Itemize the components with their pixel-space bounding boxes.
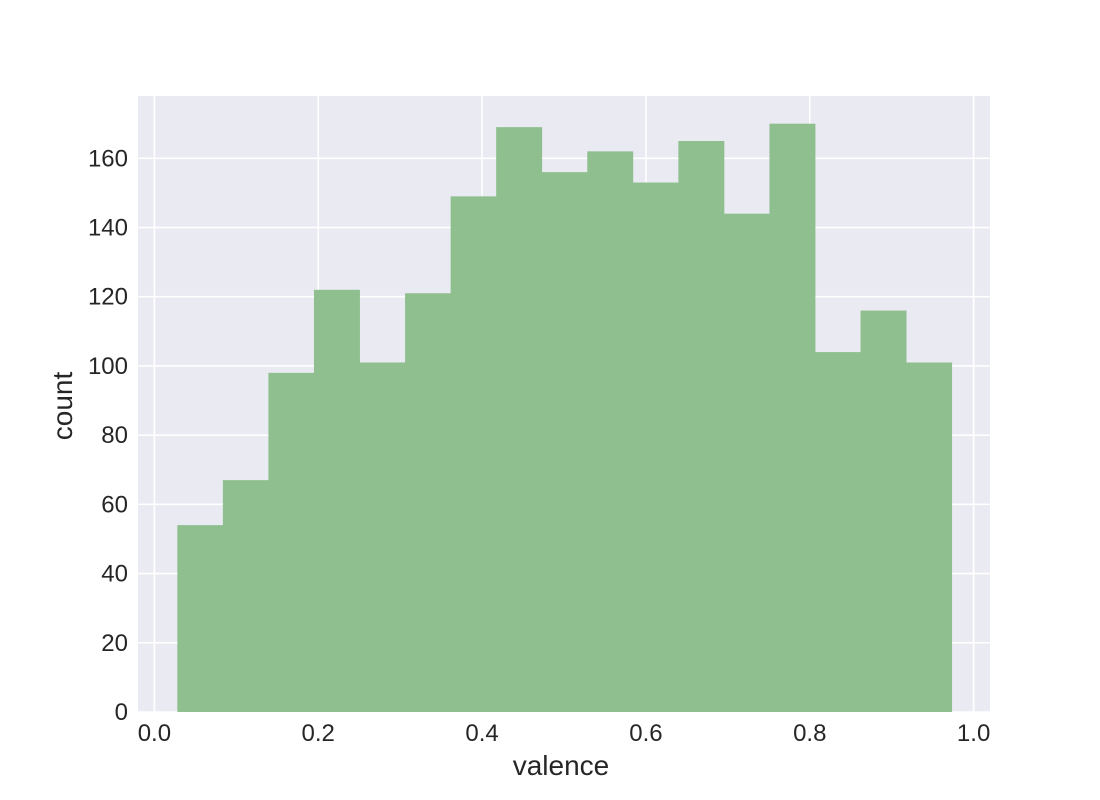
- histogram-bar: [587, 151, 634, 712]
- histogram-bar: [769, 123, 816, 712]
- y-tick-label: 120: [88, 284, 128, 311]
- histogram-bar: [906, 362, 953, 712]
- y-tick-label: 20: [101, 630, 128, 657]
- histogram-bar: [541, 172, 588, 712]
- y-tick-label: 0: [115, 699, 128, 726]
- histogram-bars: [177, 123, 953, 713]
- histogram-bar: [723, 213, 770, 713]
- histogram-bar: [405, 293, 452, 712]
- histogram-bar: [450, 196, 497, 712]
- y-tick-label: 100: [88, 353, 128, 380]
- histogram-bar: [222, 480, 269, 712]
- y-tick-label: 140: [88, 215, 128, 242]
- histogram-bar: [678, 140, 725, 712]
- y-axis-label: count: [47, 372, 78, 441]
- x-axis-label: valence: [513, 750, 610, 781]
- histogram-bar: [359, 362, 406, 712]
- histogram-bar: [177, 525, 224, 712]
- histogram-bar: [496, 127, 543, 713]
- x-tick-label: 0.8: [793, 720, 826, 747]
- x-tick-label: 0.4: [465, 720, 498, 747]
- x-tick-label: 0.2: [302, 720, 335, 747]
- x-tick-labels: 0.0 0.2 0.4 0.6 0.8 1.0: [138, 720, 991, 747]
- y-tick-label: 160: [88, 145, 128, 172]
- histogram-bar: [268, 372, 315, 712]
- y-tick-label: 40: [101, 561, 128, 588]
- x-tick-label: 0.6: [629, 720, 662, 747]
- y-tick-labels: 0 20 40 60 80 100 120 140 160: [88, 145, 128, 726]
- x-tick-label: 1.0: [957, 720, 990, 747]
- histogram-bar: [860, 310, 907, 712]
- y-tick-label: 80: [101, 422, 128, 449]
- histogram-bar: [313, 289, 360, 712]
- y-tick-label: 60: [101, 491, 128, 518]
- histogram-bar: [815, 352, 861, 712]
- x-tick-label: 0.0: [138, 720, 171, 747]
- histogram-bar: [632, 182, 679, 713]
